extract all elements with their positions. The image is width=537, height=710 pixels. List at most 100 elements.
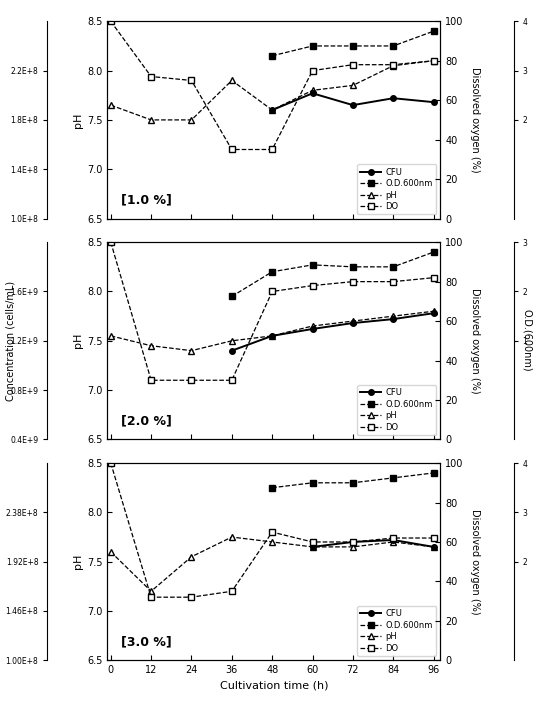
DO bbox=[430, 273, 437, 282]
CFU bbox=[430, 542, 437, 551]
pH bbox=[229, 337, 235, 345]
pH bbox=[188, 346, 195, 355]
CFU bbox=[350, 537, 356, 546]
O.D.600nm bbox=[269, 268, 275, 276]
DO bbox=[430, 534, 437, 542]
pH bbox=[107, 332, 114, 340]
DO bbox=[390, 60, 396, 69]
pH bbox=[430, 57, 437, 65]
pH bbox=[269, 332, 275, 340]
pH bbox=[148, 342, 154, 350]
DO bbox=[229, 587, 235, 596]
CFU bbox=[350, 101, 356, 109]
Text: [2.0 %]: [2.0 %] bbox=[121, 415, 172, 427]
Line: CFU: CFU bbox=[270, 90, 437, 113]
Line: pH: pH bbox=[108, 308, 437, 354]
Line: DO: DO bbox=[108, 239, 437, 383]
DO bbox=[390, 278, 396, 286]
CFU bbox=[390, 94, 396, 102]
DO bbox=[350, 537, 356, 546]
DO bbox=[148, 376, 154, 385]
pH bbox=[107, 547, 114, 556]
DO bbox=[390, 534, 396, 542]
O.D.600nm bbox=[269, 52, 275, 60]
Y-axis label: pH: pH bbox=[73, 554, 83, 569]
CFU bbox=[390, 536, 396, 545]
Text: [3.0 %]: [3.0 %] bbox=[121, 635, 172, 648]
O.D.600nm bbox=[430, 248, 437, 256]
pH bbox=[229, 532, 235, 541]
CFU bbox=[229, 346, 235, 355]
DO bbox=[188, 593, 195, 601]
Legend: CFU, O.D.600nm, pH, DO: CFU, O.D.600nm, pH, DO bbox=[357, 606, 436, 656]
Text: O.D.(600nm): O.D.(600nm) bbox=[521, 310, 532, 372]
pH bbox=[269, 537, 275, 546]
DO bbox=[148, 593, 154, 601]
DO bbox=[430, 57, 437, 65]
pH bbox=[309, 322, 316, 330]
pH bbox=[309, 86, 316, 94]
DO bbox=[269, 146, 275, 154]
pH bbox=[148, 587, 154, 596]
pH bbox=[390, 537, 396, 546]
DO bbox=[309, 281, 316, 290]
Line: O.D.600nm: O.D.600nm bbox=[270, 28, 437, 59]
pH bbox=[430, 307, 437, 315]
DO bbox=[350, 278, 356, 286]
CFU bbox=[309, 542, 316, 551]
O.D.600nm bbox=[309, 42, 316, 50]
pH bbox=[107, 101, 114, 109]
DO bbox=[269, 528, 275, 536]
O.D.600nm bbox=[309, 261, 316, 269]
Line: pH: pH bbox=[108, 58, 437, 123]
O.D.600nm bbox=[430, 469, 437, 477]
Line: DO: DO bbox=[108, 18, 437, 152]
CFU bbox=[309, 89, 316, 97]
DO bbox=[309, 537, 316, 546]
Legend: CFU, O.D.600nm, pH, DO: CFU, O.D.600nm, pH, DO bbox=[357, 164, 436, 214]
pH bbox=[229, 76, 235, 84]
Line: O.D.600nm: O.D.600nm bbox=[229, 249, 437, 299]
X-axis label: Cultivation time (h): Cultivation time (h) bbox=[220, 681, 328, 691]
pH bbox=[350, 81, 356, 89]
O.D.600nm bbox=[390, 263, 396, 271]
pH bbox=[390, 312, 396, 320]
CFU bbox=[390, 315, 396, 323]
DO bbox=[148, 72, 154, 81]
CFU bbox=[269, 106, 275, 114]
Y-axis label: pH: pH bbox=[73, 333, 83, 349]
O.D.600nm bbox=[269, 484, 275, 492]
CFU bbox=[269, 332, 275, 340]
pH bbox=[188, 116, 195, 124]
CFU bbox=[309, 324, 316, 333]
DO bbox=[188, 76, 195, 84]
CFU bbox=[430, 309, 437, 317]
Y-axis label: Dissolved oxygen (%): Dissolved oxygen (%) bbox=[470, 67, 480, 173]
Legend: CFU, O.D.600nm, pH, DO: CFU, O.D.600nm, pH, DO bbox=[357, 385, 436, 435]
CFU bbox=[430, 98, 437, 106]
O.D.600nm bbox=[390, 42, 396, 50]
DO bbox=[107, 17, 114, 26]
O.D.600nm bbox=[350, 42, 356, 50]
pH bbox=[188, 552, 195, 561]
DO bbox=[350, 60, 356, 69]
Line: pH: pH bbox=[108, 534, 437, 594]
DO bbox=[107, 238, 114, 246]
pH bbox=[350, 317, 356, 325]
O.D.600nm bbox=[350, 263, 356, 271]
O.D.600nm bbox=[390, 474, 396, 482]
Line: CFU: CFU bbox=[229, 310, 437, 354]
Line: DO: DO bbox=[108, 460, 437, 600]
Text: [1.0 %]: [1.0 %] bbox=[121, 194, 172, 207]
Line: CFU: CFU bbox=[310, 537, 437, 550]
pH bbox=[148, 116, 154, 124]
O.D.600nm bbox=[229, 292, 235, 300]
pH bbox=[269, 106, 275, 114]
Y-axis label: Dissolved oxygen (%): Dissolved oxygen (%) bbox=[470, 288, 480, 393]
Line: O.D.600nm: O.D.600nm bbox=[270, 470, 437, 491]
O.D.600nm bbox=[309, 479, 316, 487]
Y-axis label: Dissolved oxygen (%): Dissolved oxygen (%) bbox=[470, 509, 480, 614]
DO bbox=[229, 376, 235, 385]
pH bbox=[350, 542, 356, 551]
pH bbox=[309, 542, 316, 551]
